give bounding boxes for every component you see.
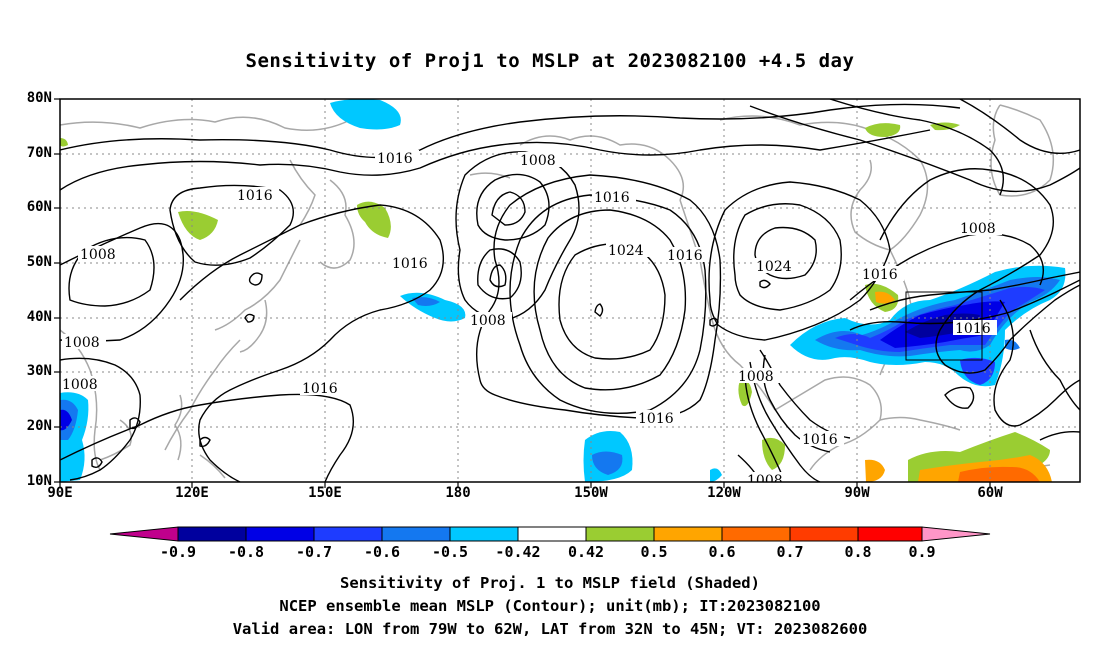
- contour-label: 1016: [237, 188, 273, 204]
- colorbar-end-min: [109, 526, 179, 542]
- lat-lon-grid: [60, 99, 1080, 482]
- lat-label-60n: 60N: [26, 199, 52, 215]
- contour-label: 1008: [960, 221, 996, 237]
- contour-label: 1024: [608, 243, 644, 259]
- contour-label: 1016: [594, 190, 630, 206]
- axis-ticks: [54, 98, 991, 488]
- contour-labels: 1016 1008 1016 1008 1008 1008 1016 1016 …: [60, 150, 1002, 489]
- contour-label: 1016: [802, 432, 838, 448]
- contour-label: 1016: [638, 411, 674, 427]
- colorbar: [109, 526, 991, 542]
- caption-line-3: Valid area: LON from 79W to 62W, LAT fro…: [232, 620, 868, 638]
- colorbar-segment: [721, 526, 791, 542]
- sensitivity-shading: [60, 99, 1066, 482]
- lon-label-90w: 90W: [844, 485, 870, 501]
- colorbar-label: -0.7: [295, 543, 333, 561]
- colorbar-label: -0.6: [363, 543, 401, 561]
- contour-label: 1008: [747, 473, 783, 489]
- lat-label-20n: 20N: [26, 418, 52, 434]
- lat-label-30n: 30N: [26, 363, 52, 379]
- lat-label-70n: 70N: [26, 145, 52, 161]
- colorbar-label: -0.8: [227, 543, 265, 561]
- lat-label-50n: 50N: [26, 254, 52, 270]
- colorbar-segment: [585, 526, 655, 542]
- mslp-contours: [60, 99, 1080, 482]
- lon-label-180: 180: [445, 485, 471, 501]
- contour-label: 1016: [377, 151, 413, 167]
- contour-label: 1016: [862, 267, 898, 283]
- contour-label: 1008: [80, 247, 116, 263]
- lon-label-120w: 120W: [707, 485, 741, 501]
- lon-label-150w: 150W: [574, 485, 608, 501]
- contour-label: 1008: [738, 369, 774, 385]
- contour-label: 1016: [392, 256, 428, 272]
- colorbar-label: 0.42: [567, 543, 605, 561]
- colorbar-segment: [653, 526, 723, 542]
- lon-label-90e: 90E: [47, 485, 73, 501]
- colorbar-label: -0.42: [495, 543, 541, 561]
- caption-line-1: Sensitivity of Proj. 1 to MSLP field (Sh…: [340, 574, 760, 592]
- colorbar-label: 0.5: [640, 543, 668, 561]
- colorbar-label: -0.9: [159, 543, 197, 561]
- colorbar-segment: [789, 526, 859, 542]
- colorbar-segment: [381, 526, 451, 542]
- colorbar-segment: [313, 526, 383, 542]
- map-frame: [59, 98, 1081, 483]
- map-title: Sensitivity of Proj1 to MSLP at 20230821…: [245, 50, 855, 72]
- contour-label: 1016: [955, 321, 991, 337]
- colorbar-segment: [449, 526, 519, 542]
- contour-label: 1016: [667, 248, 703, 264]
- contour-label: 1024: [756, 259, 792, 275]
- colorbar-end-max: [921, 526, 991, 542]
- colorbar-label: 0.8: [844, 543, 872, 561]
- colorbar-segment: [245, 526, 315, 542]
- contour-label: 1008: [520, 153, 556, 169]
- contour-label: 1008: [64, 335, 100, 351]
- caption-line-2: NCEP ensemble mean MSLP (Contour); unit(…: [279, 597, 821, 615]
- colorbar-label: 0.9: [908, 543, 936, 561]
- colorbar-segment: [857, 526, 923, 542]
- colorbar-segment: [517, 526, 587, 542]
- colorbar-segment: [177, 526, 247, 542]
- lat-label-40n: 40N: [26, 309, 52, 325]
- lon-label-150e: 150E: [308, 485, 342, 501]
- lat-label-10n: 10N: [26, 473, 52, 489]
- lon-label-60w: 60W: [977, 485, 1003, 501]
- colorbar-label: -0.5: [431, 543, 469, 561]
- contour-label: 1008: [62, 377, 98, 393]
- contour-label: 1016: [302, 381, 338, 397]
- colorbar-label: 0.7: [776, 543, 804, 561]
- lon-label-120e: 120E: [175, 485, 209, 501]
- contour-label: 1008: [470, 313, 506, 329]
- lat-label-80n: 80N: [26, 90, 52, 106]
- colorbar-label: 0.6: [708, 543, 736, 561]
- valid-area-box: [905, 291, 983, 361]
